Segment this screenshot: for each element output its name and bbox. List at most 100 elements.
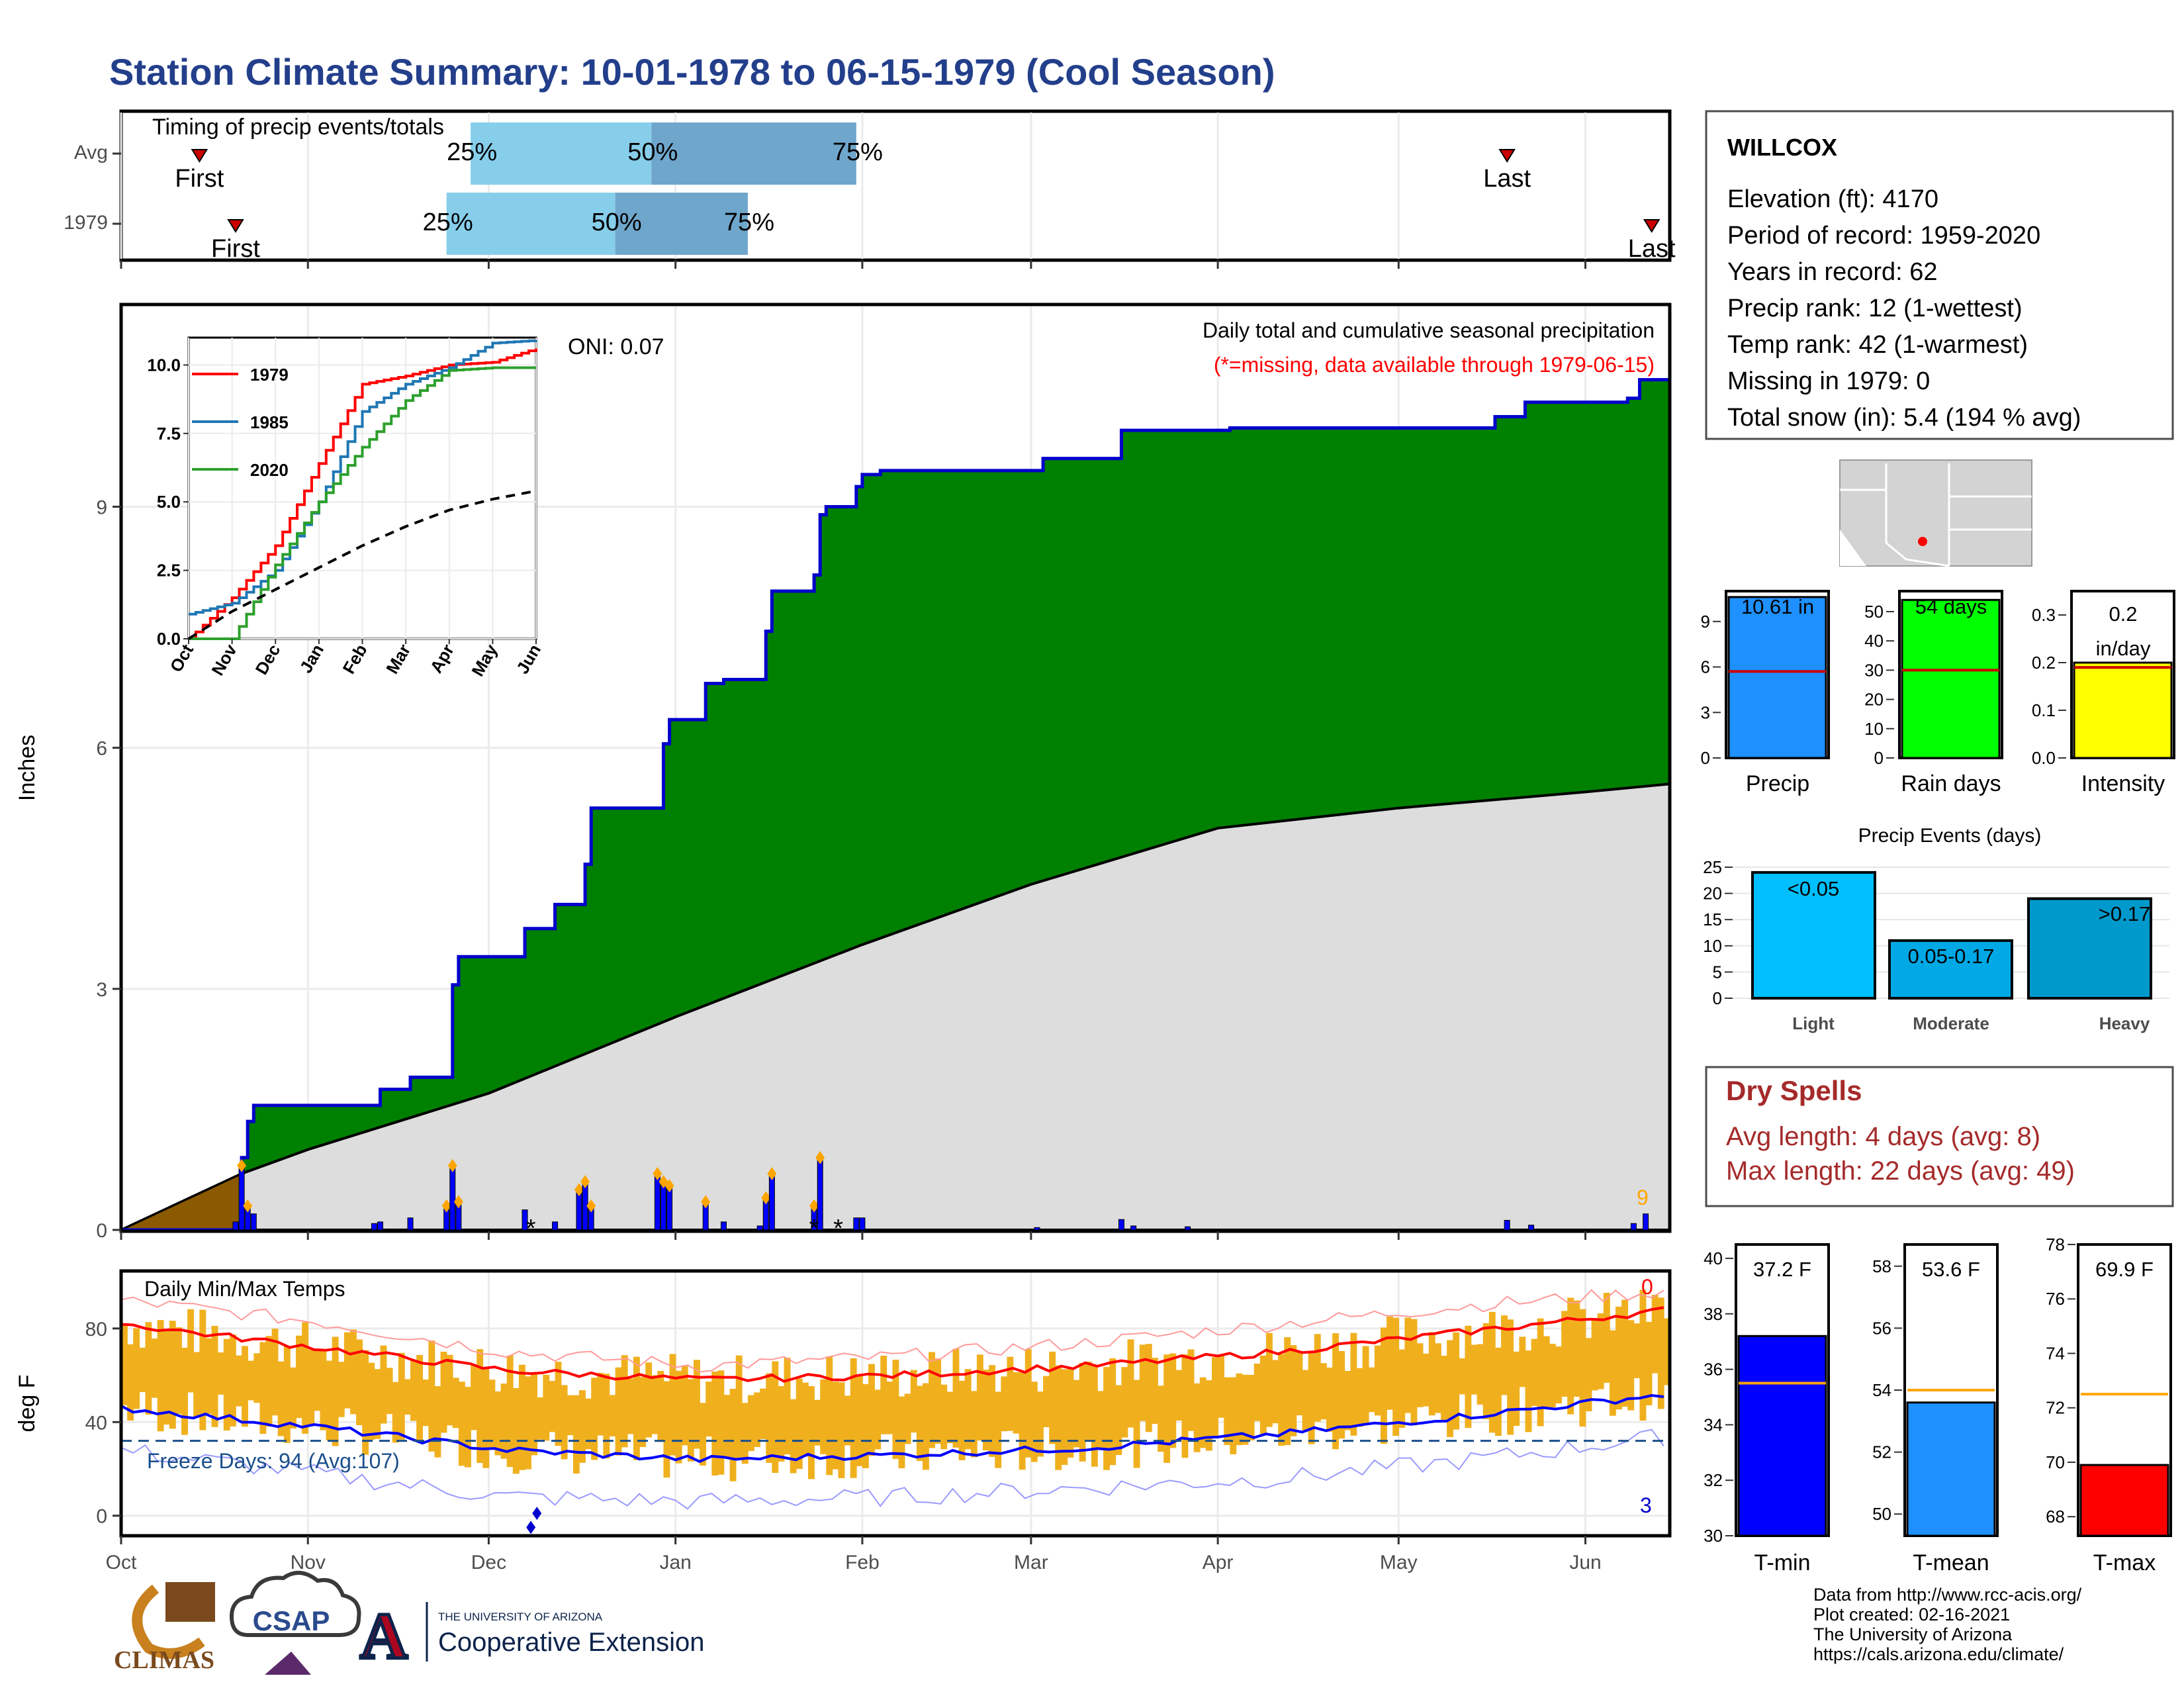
timing-q50-label: 50% — [627, 138, 678, 166]
heavy-event-marker — [447, 1158, 457, 1172]
precip-events-chart: Precip Events (days) 0 5 10 15 20 25 Light Mo… — [1703, 825, 2169, 1033]
summary-value-intensity-2: in/day — [2096, 637, 2151, 660]
daily-temp-range-bar — [1597, 1313, 1604, 1389]
daily-temp-range-bar — [1085, 1361, 1092, 1441]
temp-summary-y-tick-label: 52 — [1872, 1442, 1891, 1462]
temp-y-tick-label: 80 — [85, 1319, 107, 1340]
daily-precip-bar — [377, 1221, 384, 1231]
daily-temp-range-bar — [1061, 1369, 1068, 1465]
daily-precip-bar — [859, 1217, 866, 1231]
daily-temp-range-bar — [181, 1347, 188, 1435]
daily-temp-range-bar — [639, 1377, 646, 1447]
daily-temp-range-bar — [139, 1347, 146, 1392]
daily-temp-range-bar — [133, 1328, 140, 1409]
events-label-light: Light — [1792, 1013, 1835, 1033]
daily-temp-range-bar — [1073, 1380, 1080, 1448]
first-event-marker — [227, 219, 244, 233]
daily-temp-range-bar — [229, 1334, 236, 1427]
summary-y-tick-label: 6 — [1701, 657, 1710, 677]
daily-temp-range-bar — [1091, 1366, 1098, 1467]
daily-temp-range-bar — [669, 1354, 676, 1456]
timing-q75-label: 75% — [833, 138, 883, 166]
timing-row-label-avg: Avg — [74, 142, 108, 164]
daily-temp-range-bar — [1236, 1373, 1243, 1446]
first-event-label: First — [211, 235, 260, 263]
temp-summary-bar-fill — [1737, 1335, 1827, 1537]
summary-label-intensity: Intensity — [2081, 771, 2165, 796]
daily-temp-range-bar — [627, 1378, 634, 1434]
daily-temp-range-bar — [1639, 1289, 1647, 1421]
summary-y-tick-label: 9 — [1701, 612, 1710, 632]
daily-temp-range-bar — [910, 1370, 917, 1433]
daily-temp-range-bar — [1338, 1351, 1345, 1439]
inset-y-tick-label: 0.0 — [157, 629, 181, 649]
daily-precip-bar — [371, 1223, 377, 1231]
daily-temp-range-bar — [332, 1336, 339, 1446]
events-range-moderate: 0.05-0.17 — [1908, 945, 1995, 968]
daily-temp-range-bar — [814, 1399, 821, 1446]
daily-temp-range-bar — [868, 1364, 875, 1456]
daily-temp-range-bar — [1471, 1344, 1478, 1395]
daily-temp-range-bar — [392, 1382, 399, 1443]
daily-temp-range-bar — [217, 1352, 224, 1395]
csap-logo-mountain — [265, 1652, 311, 1675]
daily-precip-bar — [238, 1165, 245, 1231]
station-location-dot — [1918, 537, 1927, 546]
month-tick-label: Nov — [291, 1552, 326, 1573]
precip-y-tick-label: 0 — [96, 1220, 107, 1242]
dry-spells-box: Dry Spells Avg length: 4 days (avg: 8) M… — [1705, 1066, 2174, 1207]
daily-temp-range-bar — [567, 1395, 574, 1436]
daily-temp-range-bar — [265, 1336, 273, 1427]
summary-value-rain-days: 54 days — [1915, 595, 1987, 618]
dry-spells-title: Dry Spells — [1726, 1075, 1862, 1106]
events-bar — [1751, 870, 1876, 1000]
summary-y-tick-label: 40 — [1864, 631, 1884, 651]
daily-temp-range-bar — [543, 1374, 550, 1441]
daily-temp-range-bar — [705, 1382, 713, 1437]
summary-label-rain-days: Rain days — [1901, 771, 2001, 796]
daily-temp-range-bar — [1447, 1340, 1454, 1437]
daily-temp-range-bar — [326, 1360, 333, 1441]
daily-temp-range-bar — [343, 1332, 351, 1409]
daily-temp-range-bar — [1579, 1309, 1586, 1427]
snow-marker: * — [526, 1215, 536, 1243]
daily-temp-range-bar — [578, 1390, 586, 1463]
daily-temp-range-bar — [807, 1385, 815, 1479]
daily-temp-range-bar — [844, 1395, 851, 1446]
daily-temp-range-bar — [838, 1382, 845, 1478]
daily-temp-range-bar — [1103, 1367, 1111, 1470]
daily-temp-range-bar — [145, 1322, 152, 1415]
summary-y-tick-label: 10 — [1864, 719, 1884, 739]
precip-y-tick-label: 6 — [96, 738, 107, 760]
daily-temp-range-bar — [525, 1376, 531, 1470]
daily-temp-range-bar — [549, 1381, 556, 1432]
snow-marker: * — [833, 1215, 843, 1243]
daily-temp-range-bar — [651, 1375, 659, 1434]
daily-temp-range-bar — [1272, 1360, 1279, 1424]
daily-temp-range-bar — [446, 1354, 453, 1426]
daily-temp-range-bar — [235, 1355, 242, 1407]
daily-temp-range-bar — [1121, 1367, 1128, 1438]
daily-temp-range-bar — [1024, 1348, 1032, 1458]
daily-temp-range-bar — [452, 1378, 459, 1429]
daily-temp-range-bar — [1242, 1374, 1249, 1445]
daily-temp-range-bar — [259, 1342, 267, 1434]
timing-q25-label: 25% — [447, 138, 497, 166]
climas-logo-block — [165, 1582, 215, 1622]
summary-y-tick-label: 20 — [1864, 690, 1884, 710]
footer-line-1: Data from http://www.rcc-acis.org/ — [1813, 1585, 2082, 1605]
timing-gridlines — [120, 113, 1587, 259]
daily-temp-range-bar — [494, 1391, 502, 1456]
daily-temp-range-bar — [1537, 1318, 1544, 1427]
daily-temp-range-bar — [434, 1386, 441, 1458]
daily-temp-range-bar — [1199, 1377, 1206, 1448]
daily-temp-range-bar — [289, 1367, 296, 1429]
climas-logo: CLIMAS — [114, 1582, 215, 1674]
csap-logo-cloud — [229, 1571, 361, 1637]
daily-temp-range-bar — [1392, 1317, 1400, 1436]
daily-temp-range-bar — [952, 1348, 960, 1448]
daily-temp-range-bar — [1296, 1352, 1303, 1416]
timing-q50-label: 50% — [592, 209, 642, 236]
daily-precip-bar — [1130, 1225, 1137, 1231]
daily-temp-range-bar — [1453, 1332, 1460, 1430]
